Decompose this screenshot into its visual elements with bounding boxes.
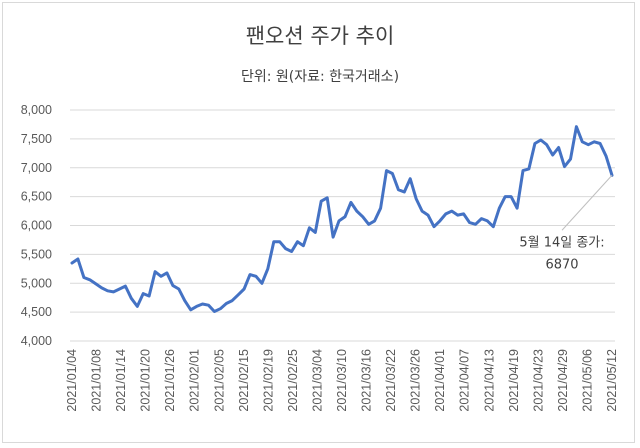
- x-tick-label: 2021/03/04: [310, 349, 324, 412]
- x-tick-label: 2021/04/23: [531, 349, 545, 412]
- x-tick-label: 2021/03/16: [360, 349, 374, 412]
- x-tick-label: 2021/04/19: [507, 349, 521, 412]
- annotation-label-line2: 6870: [545, 257, 578, 272]
- x-tick-label: 2021/02/01: [188, 349, 202, 412]
- chart-title: 팬오션 주가 추이: [245, 24, 395, 48]
- x-tick-label: 2021/03/10: [335, 349, 349, 412]
- x-tick-label: 2021/04/07: [458, 349, 472, 412]
- y-tick-label: 5,500: [21, 247, 52, 261]
- x-tick-label: 2021/01/14: [114, 349, 128, 412]
- x-tick-label: 2021/02/19: [261, 349, 275, 412]
- x-tick-label: 2021/01/20: [139, 349, 153, 412]
- y-tick-label: 8,000: [21, 103, 52, 117]
- gridlines: [70, 109, 615, 342]
- x-tick-label: 2021/04/01: [433, 349, 447, 412]
- x-tick-label: 2021/01/26: [163, 349, 177, 412]
- x-tick-label: 2021/04/29: [556, 349, 570, 412]
- x-tick-label: 2021/01/04: [65, 349, 79, 412]
- y-axis-ticks: 8,000 7,500 7,000 6,500 6,000 5,500 5,000 4,500…: [21, 103, 52, 348]
- x-tick-label: 2021/04/13: [482, 349, 496, 412]
- y-tick-label: 5,000: [21, 276, 52, 290]
- y-tick-label: 6,500: [21, 190, 52, 204]
- y-tick-label: 7,500: [21, 132, 52, 146]
- price-line: [70, 125, 614, 313]
- x-tick-label: 2021/03/26: [409, 349, 423, 412]
- y-tick-label: 7,000: [21, 161, 52, 175]
- x-tick-label: 2021/01/08: [90, 349, 104, 412]
- annotation-label-line1: 5월 14일 종가:: [519, 235, 604, 250]
- x-tick-label: 2021/05/12: [605, 349, 619, 412]
- y-tick-label: 6,000: [21, 219, 52, 233]
- x-tick-label: 2021/05/06: [580, 349, 594, 412]
- chart-subtitle: 단위: 원(자료: 한국거래소): [240, 69, 400, 85]
- y-tick-label: 4,500: [21, 305, 52, 319]
- y-tick-label: 4,000: [21, 334, 52, 348]
- x-axis-ticks: 2021/01/04 2021/01/08 2021/01/14 2021/01/20…: [65, 349, 619, 412]
- x-tick-label: 2021/02/25: [286, 349, 300, 412]
- x-tick-label: 2021/02/05: [212, 349, 226, 412]
- annotation-leader-line: [561, 174, 613, 231]
- x-tick-label: 2021/03/22: [384, 349, 398, 412]
- x-tick-label: 2021/02/15: [237, 349, 251, 412]
